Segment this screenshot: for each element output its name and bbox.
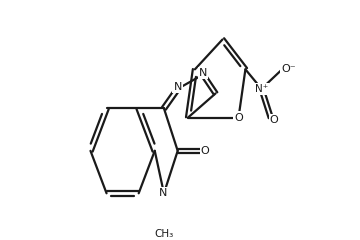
- Text: N: N: [174, 82, 182, 92]
- Text: O: O: [201, 146, 210, 156]
- Text: CH₃: CH₃: [154, 229, 174, 239]
- Text: O: O: [234, 113, 243, 123]
- Text: O: O: [270, 115, 279, 125]
- Text: N: N: [159, 188, 167, 198]
- Text: N⁺: N⁺: [255, 84, 268, 94]
- Text: O⁻: O⁻: [281, 64, 296, 74]
- Text: N: N: [199, 68, 207, 78]
